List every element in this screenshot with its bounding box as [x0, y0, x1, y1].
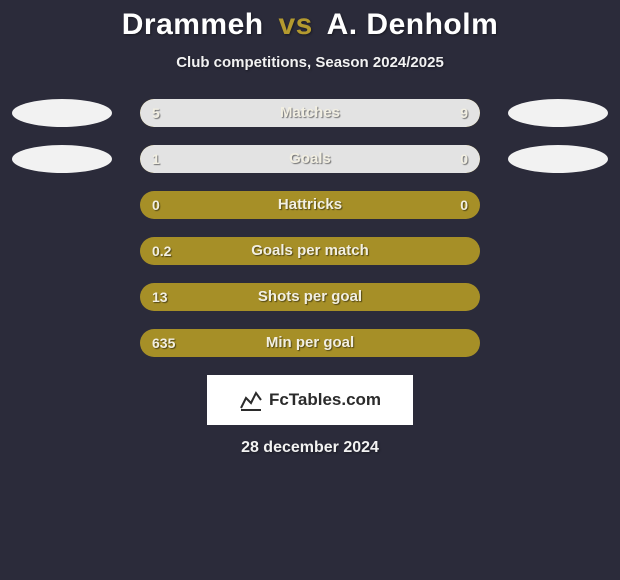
stat-row: 59Matches	[0, 99, 620, 127]
player1-name: Drammeh	[122, 8, 264, 41]
comparison-card: Drammeh vs A. Denholm Club competitions,…	[0, 0, 620, 457]
stat-label: Min per goal	[140, 329, 480, 357]
team-badge-right	[508, 145, 608, 173]
team-badge-left	[12, 145, 112, 173]
date-label: 28 december 2024	[0, 439, 620, 457]
stat-row: 10Goals	[0, 145, 620, 173]
vs-label: vs	[278, 8, 312, 41]
logo-box: FcTables.com	[207, 375, 413, 425]
team-badge-right	[508, 99, 608, 127]
subtitle: Club competitions, Season 2024/2025	[0, 54, 620, 71]
team-badge-left	[12, 99, 112, 127]
page-title: Drammeh vs A. Denholm	[0, 8, 620, 42]
stat-label: Matches	[140, 99, 480, 127]
chart-icon	[239, 388, 263, 412]
stat-row: 635Min per goal	[0, 329, 620, 357]
stat-row: 00Hattricks	[0, 191, 620, 219]
stats-rows: 59Matches 10Goals 00Hattricks 0.2Goals per …	[0, 99, 620, 357]
player2-name: A. Denholm	[327, 8, 499, 41]
stat-row: 0.2Goals per match	[0, 237, 620, 265]
stat-label: Shots per goal	[140, 283, 480, 311]
stat-row: 13Shots per goal	[0, 283, 620, 311]
stat-label: Goals per match	[140, 237, 480, 265]
stat-label: Goals	[140, 145, 480, 173]
stat-label: Hattricks	[140, 191, 480, 219]
logo-text: FcTables.com	[269, 390, 381, 410]
